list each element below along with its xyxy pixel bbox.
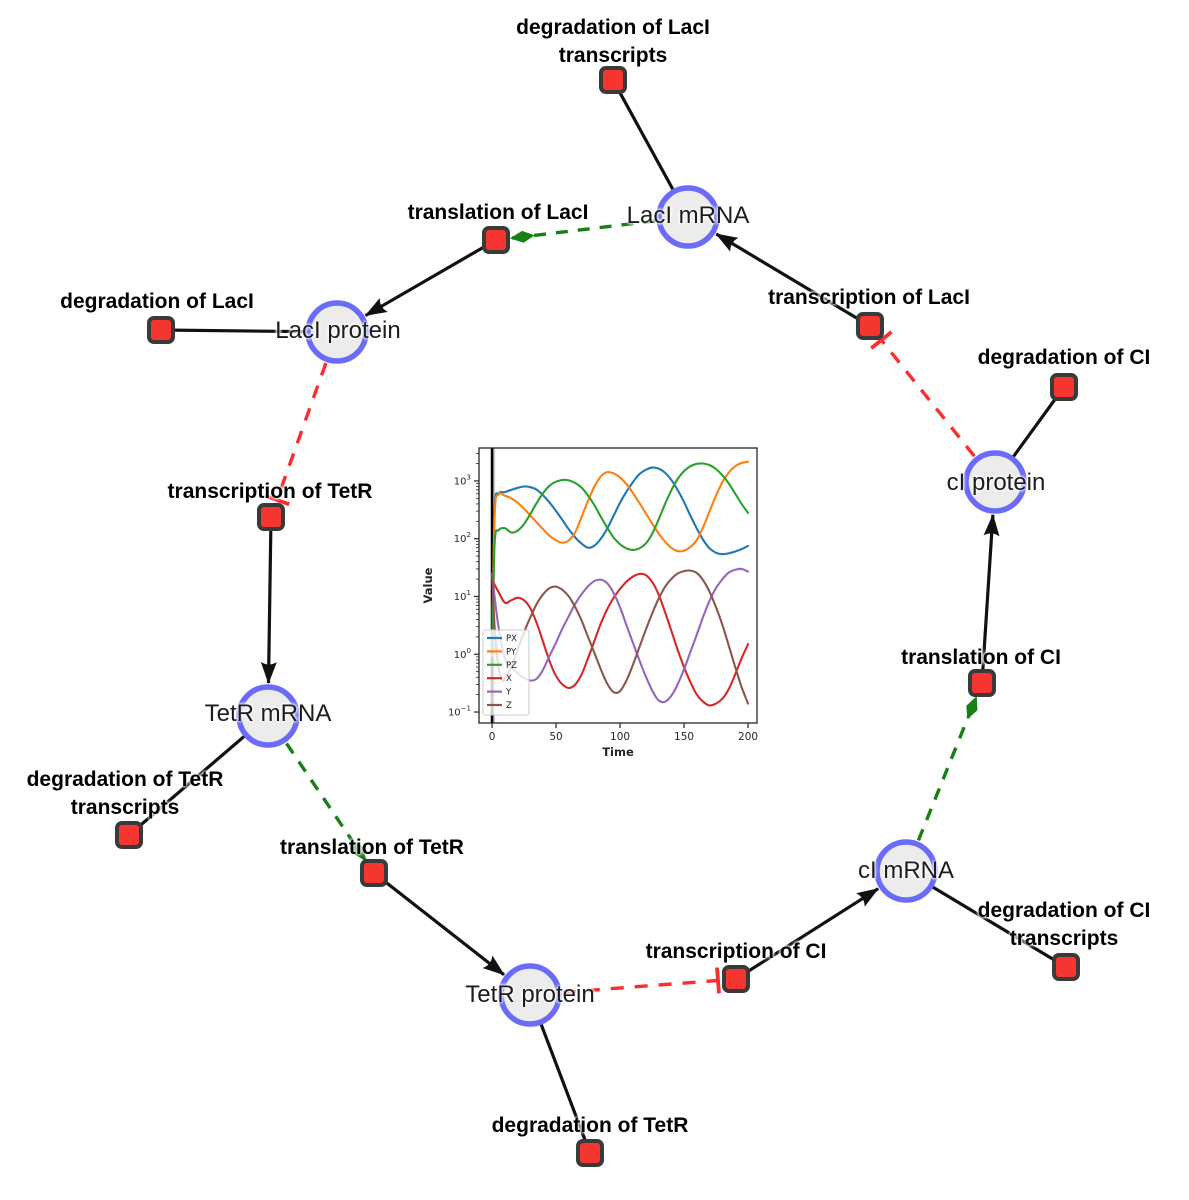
species-node-tetr-mrna[interactable] <box>236 684 300 748</box>
embedded-timecourse-chart: 0 50 100 150 20010−1100101102103TimeValuePXP… <box>415 425 775 765</box>
legend-label-PZ: PZ <box>506 661 517 671</box>
svg-text:100: 100 <box>454 647 471 661</box>
species-label-ci-protein: cI protein <box>946 469 1046 496</box>
edge-transcription-tetr-to-tetr-mrna <box>260 516 277 684</box>
chart-series-PX <box>491 466 750 658</box>
species-node-ci-protein[interactable] <box>963 450 1027 514</box>
legend-label-Z: Z <box>506 701 512 711</box>
reaction-label-translation-ci: translation of CI <box>901 646 1061 669</box>
svg-text:103: 103 <box>454 473 471 487</box>
reaction-node-degradation-tetr-transcripts[interactable] <box>115 821 143 849</box>
edge-laci-mrna-modifier-translation <box>509 219 656 243</box>
species-label-tetr-mrna: TetR mRNA <box>204 700 332 727</box>
species-node-ci-mrna[interactable] <box>874 839 938 903</box>
chart-xlabel: Time <box>602 745 634 759</box>
svg-text:100: 100 <box>610 731 630 743</box>
edge-ci-protein-inhibits-transcription-laci <box>870 330 976 458</box>
reaction-label-translation-tetr: translation of TetR <box>280 836 464 859</box>
reaction-label-degradation-ci-transcripts: degradation of CI transcripts <box>977 899 1151 950</box>
chart-legend: PX PY PZ XYZ <box>482 629 530 716</box>
reaction-label-degradation-laci: degradation of LacI <box>60 290 254 313</box>
edge-ci-mrna-modifier-translation <box>916 695 978 842</box>
edge-tetr-protein-inhibits-transcription-ci <box>562 967 721 995</box>
species-label-tetr-protein: TetR protein <box>465 981 595 1008</box>
reaction-label-degradation-laci-transcripts: degradation of LacI transcripts <box>516 16 710 67</box>
reaction-label-degradation-tetr-transcripts: degradation of TetR transcripts <box>26 768 224 819</box>
reaction-label-transcription-ci: transcription of CI <box>645 940 827 963</box>
reaction-node-transcription-ci[interactable] <box>722 965 750 993</box>
legend-label-PX: PX <box>506 634 517 644</box>
svg-text:50: 50 <box>549 731 562 743</box>
edge-translation-tetr-to-tetr-protein <box>373 871 505 976</box>
species-label-ci-mrna: cI mRNA <box>858 857 954 884</box>
svg-text:10−1: 10−1 <box>448 705 471 719</box>
chart-series-PY <box>491 460 750 658</box>
species-node-laci-mrna[interactable] <box>656 185 720 249</box>
reaction-node-degradation-laci[interactable] <box>147 316 175 344</box>
reaction-node-transcription-laci[interactable] <box>856 312 884 340</box>
chart-series-Y <box>491 567 750 704</box>
svg-text:200: 200 <box>738 731 758 743</box>
species-node-tetr-protein[interactable] <box>498 963 562 1027</box>
species-label-laci-protein: LacI protein <box>275 317 401 344</box>
reaction-node-degradation-ci[interactable] <box>1050 373 1078 401</box>
svg-text:101: 101 <box>454 589 471 603</box>
reaction-node-degradation-tetr[interactable] <box>576 1139 604 1167</box>
reaction-label-translation-laci: translation of LacI <box>407 201 589 224</box>
edge-tetr-mrna-modifier-translation <box>285 742 367 862</box>
legend-label-PY: PY <box>506 647 517 657</box>
reaction-node-translation-laci[interactable] <box>482 226 510 254</box>
species-label-laci-mrna: LacI mRNA <box>626 202 750 229</box>
legend-label-Y: Y <box>505 688 512 698</box>
svg-text:102: 102 <box>454 531 471 545</box>
legend-label-X: X <box>506 674 512 684</box>
edge-transcription-laci-to-laci-mrna <box>715 232 871 328</box>
edge-translation-laci-to-laci-protein <box>364 238 497 317</box>
edge-translation-ci-to-ci-protein <box>980 513 1000 684</box>
edge-laci-protein-inhibits-transcription-tetr <box>264 362 328 507</box>
reaction-node-translation-ci[interactable] <box>968 669 996 697</box>
svg-text:0: 0 <box>489 731 496 743</box>
chart-series-PZ <box>491 462 750 658</box>
svg-text:150: 150 <box>674 731 694 743</box>
species-node-laci-protein[interactable] <box>305 300 369 364</box>
reaction-label-degradation-tetr: degradation of TetR <box>491 1114 689 1137</box>
reaction-node-transcription-tetr[interactable] <box>257 503 285 531</box>
edge-transcription-ci-to-ci-mrna <box>735 887 879 981</box>
chart-series-X <box>491 572 750 707</box>
reaction-label-degradation-ci: degradation of CI <box>977 346 1151 369</box>
chart-ylabel: Value <box>421 567 435 603</box>
reaction-node-translation-tetr[interactable] <box>360 859 388 887</box>
reaction-label-transcription-tetr: transcription of TetR <box>167 480 373 503</box>
reaction-node-degradation-laci-transcripts[interactable] <box>599 66 627 94</box>
reaction-node-degradation-ci-transcripts[interactable] <box>1052 953 1080 981</box>
reaction-label-transcription-laci: transcription of LacI <box>768 286 970 309</box>
chart-axes: 0 50 100 150 200 10−1 100 101 102 103 Time Value <box>421 447 758 759</box>
